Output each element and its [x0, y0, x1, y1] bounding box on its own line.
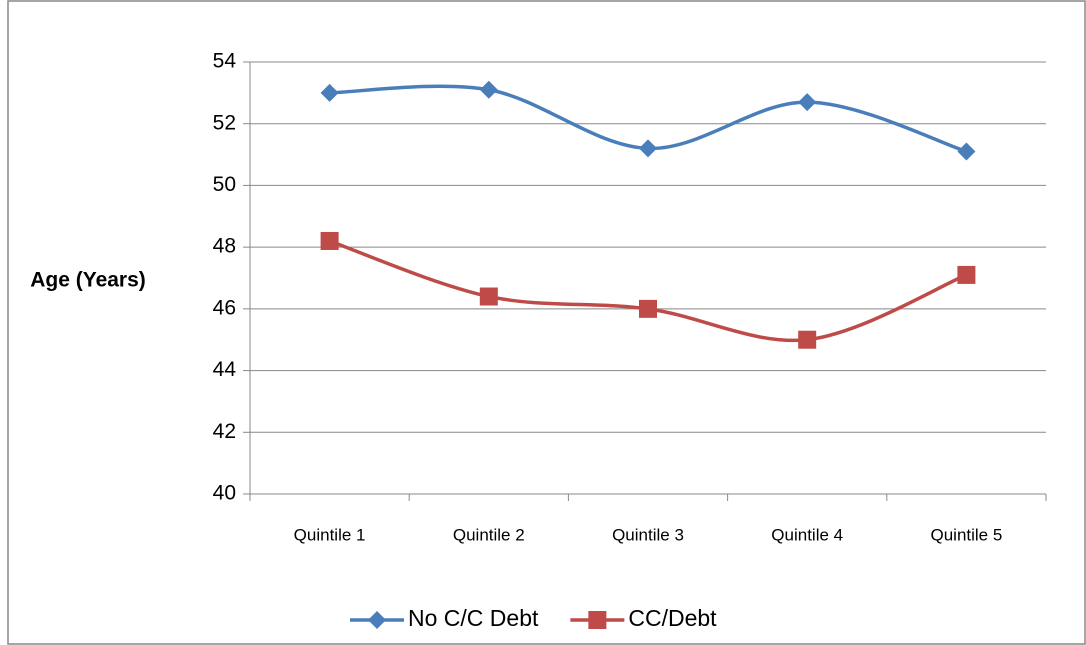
data-point	[320, 231, 339, 250]
y-tick-label: 54	[213, 50, 237, 73]
y-axis-label: Age (Years)	[30, 269, 146, 292]
data-point	[798, 93, 817, 112]
data-point	[320, 83, 339, 102]
x-tick-label: Quintile 3	[612, 525, 684, 544]
y-tick-label: 42	[213, 420, 236, 443]
chart-frame	[7, 0, 1086, 645]
legend-label: CC/Debt	[628, 605, 717, 631]
data-point	[639, 139, 657, 158]
y-tick-label: 48	[213, 235, 236, 258]
y-tick-label: 40	[213, 482, 236, 505]
x-tick-label: Quintile 1	[294, 525, 366, 544]
data-point	[957, 142, 976, 161]
y-tick-label: 44	[213, 358, 237, 381]
legend-marker	[368, 611, 386, 629]
data-point	[798, 330, 817, 349]
y-tick-label: 52	[213, 111, 236, 134]
data-point	[639, 299, 657, 318]
legend-marker	[588, 611, 607, 629]
x-tick-label: Quintile 2	[453, 525, 525, 544]
y-tick-label: 46	[213, 296, 236, 319]
data-point	[957, 265, 976, 284]
legend-label: No C/C Debt	[408, 605, 539, 631]
data-point	[479, 287, 498, 306]
x-tick-label: Quintile 5	[930, 525, 1002, 544]
data-point	[479, 80, 498, 99]
y-tick-label: 50	[213, 173, 236, 196]
x-tick-label: Quintile 4	[771, 525, 843, 544]
